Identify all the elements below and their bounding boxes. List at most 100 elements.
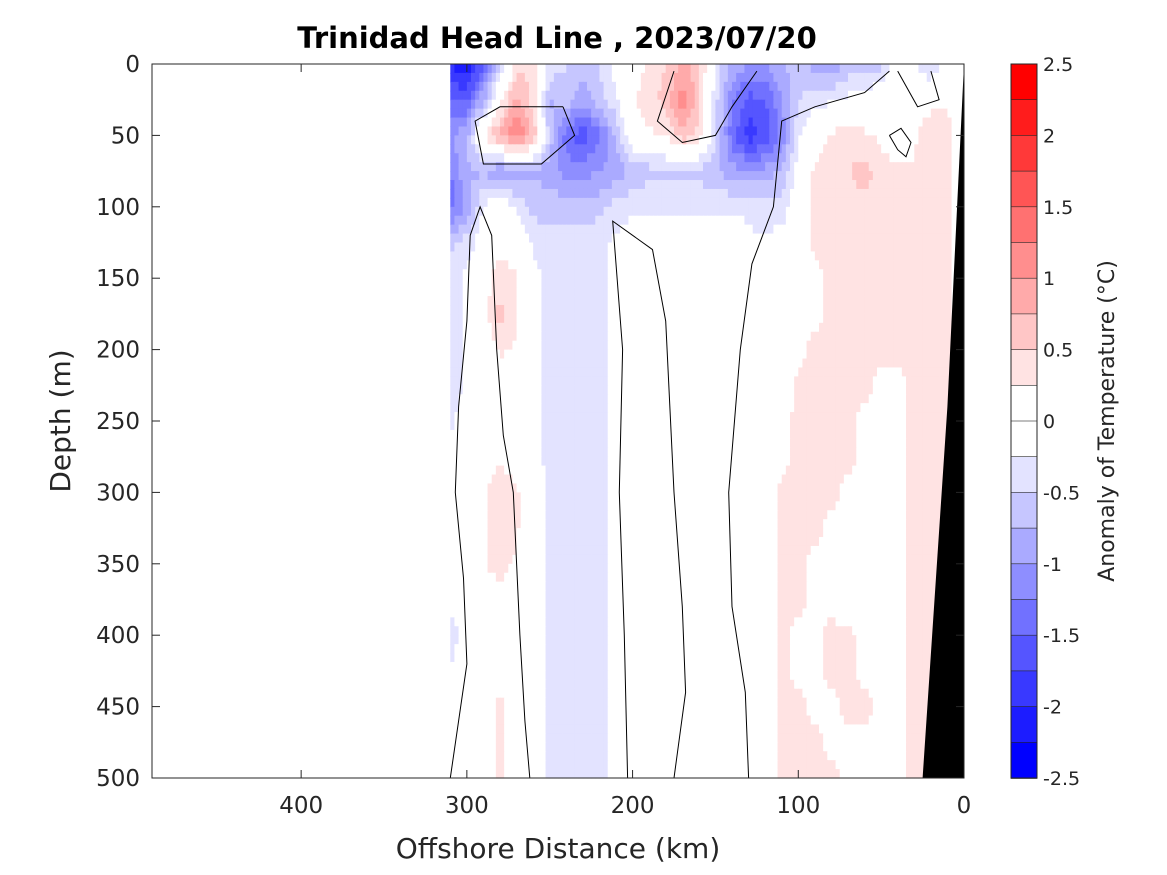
heat-cell (508, 304, 514, 315)
heat-cell (727, 126, 733, 136)
heat-cell (748, 376, 754, 386)
heat-cell (781, 117, 787, 128)
heat-cell (872, 215, 878, 226)
heat-cell (620, 206, 625, 217)
heat-cell (810, 278, 816, 288)
heat-cell (524, 144, 530, 154)
heat-cell (785, 376, 791, 386)
heat-cell (624, 296, 630, 306)
heat-cell (657, 394, 663, 404)
heat-cell (736, 242, 741, 253)
heat-cell (856, 135, 862, 145)
heat-cell (959, 81, 965, 92)
heat-cell (827, 385, 833, 395)
heat-cell (827, 197, 833, 208)
heat-cell (698, 215, 704, 226)
heat-cell (533, 233, 538, 244)
heat-cell (632, 313, 638, 324)
heat-cell (790, 162, 795, 172)
heat-cell (910, 242, 915, 253)
heat-cell (553, 376, 559, 386)
heat-cell (715, 144, 721, 154)
heat-cell (769, 64, 775, 74)
heat-cell (761, 251, 766, 261)
heat-cell (603, 64, 609, 74)
heat-cell (843, 322, 849, 333)
heat-cell (943, 242, 949, 253)
heat-cell (694, 117, 700, 128)
heat-cell (570, 153, 576, 163)
heat-cell (558, 394, 563, 404)
heat-cell (727, 412, 733, 422)
heat-cell (678, 90, 683, 101)
heat-cell (653, 117, 659, 128)
heat-cell (599, 99, 605, 110)
heat-cell (665, 331, 671, 342)
heat-cell (939, 224, 944, 235)
heat-cell (939, 153, 944, 163)
heat-cell (922, 171, 928, 181)
heat-cell (943, 224, 949, 235)
heat-cell (694, 331, 700, 342)
heat-cell (860, 206, 866, 217)
heat-cell (703, 126, 708, 136)
heat-cell (541, 322, 547, 333)
heat-cell (645, 126, 650, 136)
heat-cell (678, 197, 683, 208)
heat-cell (516, 81, 522, 92)
heat-cell (570, 367, 576, 377)
heat-cell (914, 322, 920, 333)
heat-cell (930, 197, 936, 208)
heat-cell (885, 331, 891, 342)
heat-cell (947, 117, 953, 128)
heat-cell (765, 224, 770, 235)
heat-cell (761, 153, 766, 163)
heat-cell (761, 188, 766, 199)
heat-cell (835, 72, 841, 83)
heat-cell (918, 242, 924, 253)
heat-cell (831, 126, 837, 136)
heat-cell (864, 117, 870, 128)
heat-cell (690, 162, 696, 172)
heat-cell (665, 180, 671, 190)
heat-cell (524, 304, 530, 315)
heat-cell (661, 188, 667, 199)
heat-cell (549, 412, 555, 422)
heat-cell (935, 349, 940, 360)
heat-cell (549, 126, 555, 136)
heat-cell (930, 135, 936, 145)
heat-cell (802, 72, 808, 83)
heat-cell (524, 180, 530, 190)
heat-cell (707, 90, 712, 101)
heat-cell (777, 385, 783, 395)
heat-cell (690, 296, 696, 306)
heat-cell (466, 188, 472, 199)
heat-cell (454, 242, 460, 253)
heat-cell (711, 206, 717, 217)
heat-cell (466, 385, 472, 395)
heat-cell (500, 135, 505, 145)
heat-cell (537, 242, 543, 253)
heat-cell (752, 412, 758, 422)
heat-cell (802, 162, 808, 172)
heat-cell (628, 367, 634, 377)
heat-cell (624, 72, 630, 83)
heat-cell (504, 197, 509, 208)
heat-cell (765, 394, 770, 404)
heat-cell (607, 403, 613, 413)
heat-cell (781, 197, 787, 208)
heat-cell (682, 269, 688, 279)
heat-cell (773, 313, 779, 324)
heat-cell (930, 188, 936, 199)
heat-cell (524, 72, 530, 83)
heat-cell (889, 322, 895, 333)
heat-cell (690, 331, 696, 342)
heat-cell (669, 64, 675, 74)
heat-cell (798, 340, 804, 351)
heat-cell (582, 251, 588, 261)
heat-cell (471, 126, 476, 136)
heat-cell (922, 206, 928, 217)
heat-cell (483, 144, 489, 154)
heat-cell (831, 367, 837, 377)
heat-cell (765, 322, 770, 333)
